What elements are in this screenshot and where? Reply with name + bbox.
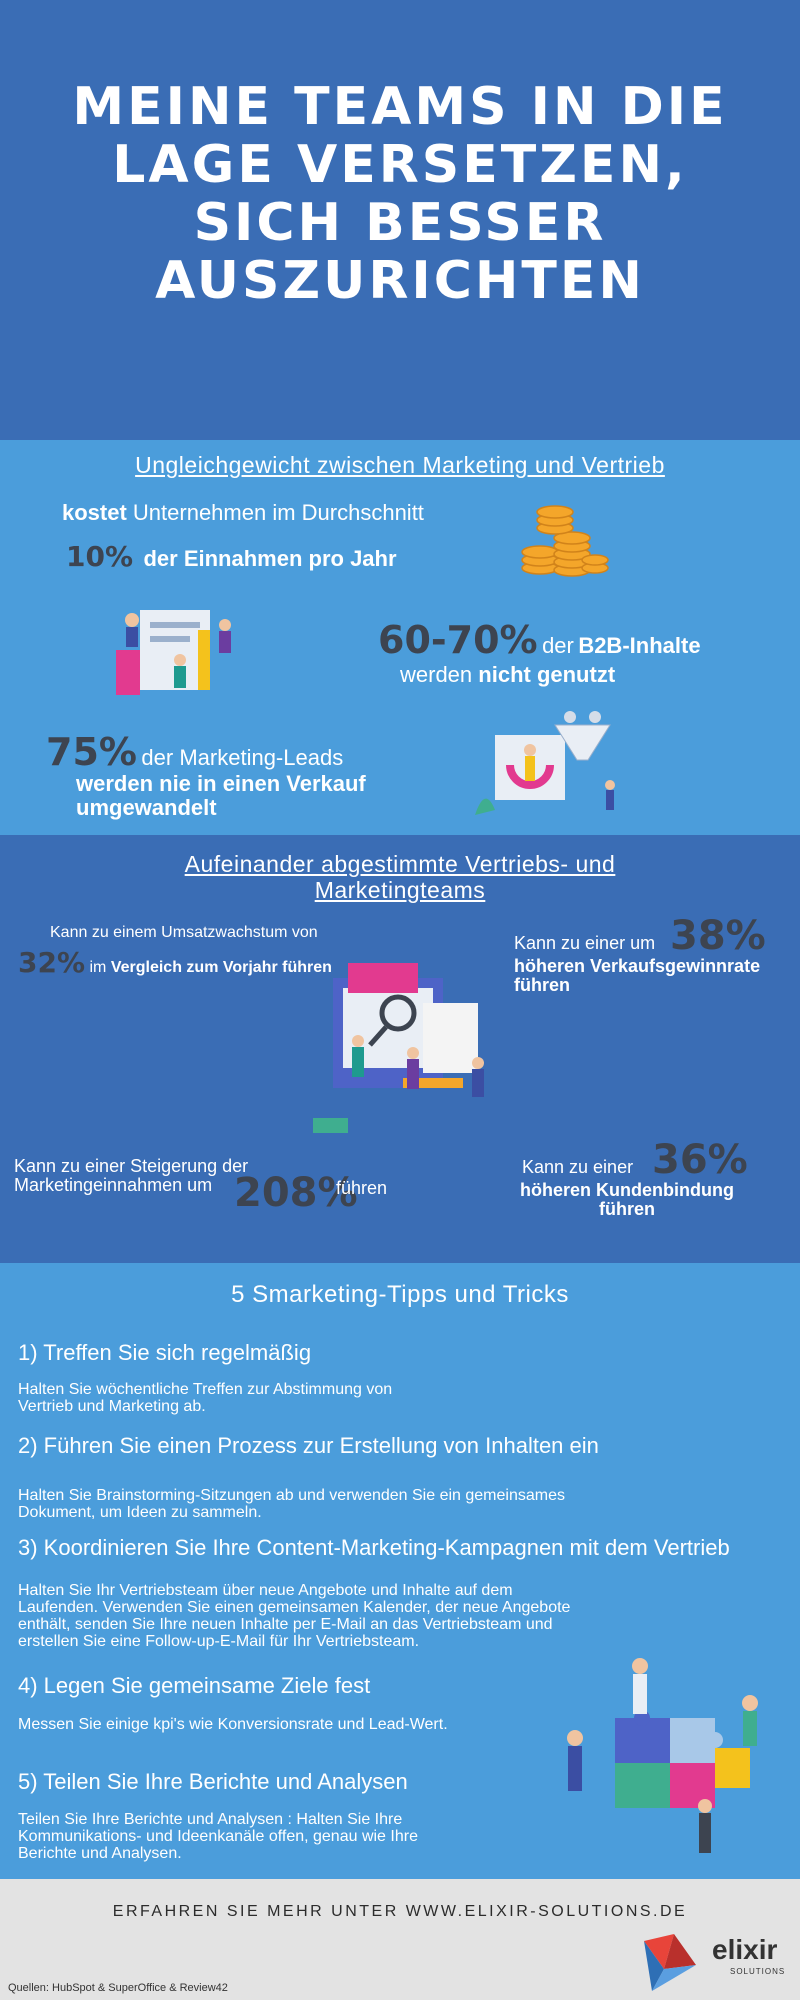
tip-text: Halten Sie wöchentliche Treffen zur Abst… bbox=[18, 1381, 393, 1415]
stat-winrate-line1: Kann zu einer um bbox=[514, 933, 656, 953]
funnel-magnet-illustration-icon bbox=[475, 711, 615, 815]
puzzle-team-illustration-icon bbox=[567, 1658, 758, 1853]
tip-text: Halten Sie Brainstorming-Sitzungen ab un… bbox=[18, 1487, 565, 1521]
section-title: Aufeinander abgestimmte Vertriebs- und M… bbox=[184, 851, 616, 903]
logo-name: elixir bbox=[712, 1934, 778, 1965]
imbalance-section: Ungleichgewicht zwischen Marketing und V… bbox=[0, 440, 800, 835]
aligned-teams-section: Aufeinander abgestimmte Vertriebs- und M… bbox=[0, 835, 800, 1263]
stat-retention-value: 36% bbox=[652, 1137, 748, 1183]
tip-heading: 5) Teilen Sie Ihre Berichte und Analysen bbox=[18, 1769, 408, 1794]
stat-growth-line2: 32% im Vergleich zum Vorjahr führen bbox=[18, 946, 332, 979]
tip-text: Messen Sie einige kpi's wie Konversionsr… bbox=[18, 1716, 448, 1733]
logo-subtitle: SOLUTIONS bbox=[730, 1967, 786, 1976]
coins-icon bbox=[521, 505, 609, 577]
tip-heading: 1) Treffen Sie sich regelmäßig bbox=[18, 1340, 312, 1365]
stat-b2b-line1: 60-70% der B2B-Inhalte bbox=[378, 618, 701, 662]
stat-cost-line1: kostet Unternehmen im Durchschnitt bbox=[62, 500, 424, 525]
page-title: MEINE TEAMS IN DIE LAGE VERSETZEN, SICH … bbox=[72, 77, 728, 311]
team-illustration-icon bbox=[116, 610, 231, 695]
footer: ERFAHREN SIE MEHR UNTER WWW.ELIXIR-SOLUT… bbox=[0, 1879, 800, 2000]
tip-heading: 2) Führen Sie einen Prozess zur Erstellu… bbox=[18, 1433, 599, 1458]
section-title: Ungleichgewicht zwischen Marketing und V… bbox=[135, 452, 665, 478]
stat-revenue-value: 208% bbox=[234, 1170, 358, 1216]
stat-winrate-value: 38% bbox=[670, 913, 766, 959]
website-link[interactable]: ERFAHREN SIE MEHR UNTER WWW.ELIXIR-SOLUT… bbox=[112, 1903, 688, 1920]
tip-text: Teilen Sie Ihre Berichte und Analysen : … bbox=[18, 1811, 418, 1862]
tip-heading: 4) Legen Sie gemeinsame Ziele fest bbox=[18, 1673, 371, 1698]
stat-b2b-line2: werden nicht genutzt bbox=[400, 662, 616, 687]
tip-text: Halten Sie Ihr Vertriebsteam über neue A… bbox=[18, 1582, 571, 1650]
elixir-logo-icon bbox=[644, 1934, 696, 1991]
tips-section: 5 Smarketing-Tipps und Tricks 1) Treffen… bbox=[0, 1263, 800, 1879]
hero-section: MEINE TEAMS IN DIE LAGE VERSETZEN, SICH … bbox=[0, 0, 800, 440]
tip-heading: 3) Koordinieren Sie Ihre Content-Marketi… bbox=[18, 1535, 730, 1560]
stat-revenue-line1: Kann zu einer Steigerung der Marketingei… bbox=[14, 1156, 249, 1195]
stat-cost-line2: 10% der Einnahmen pro Jahr bbox=[66, 540, 397, 573]
stat-leads-line2: werden nie in einen Verkauf umgewandelt bbox=[76, 771, 366, 820]
team-collaboration-illustration-icon bbox=[313, 963, 484, 1133]
stat-winrate-line2: höheren Verkaufsgewinnrate führen bbox=[514, 956, 761, 995]
stat-revenue-line2b: führen bbox=[336, 1178, 388, 1198]
sources: Quellen: HubSpot & SuperOffice & Review4… bbox=[8, 1982, 228, 1994]
stat-growth-line1: Kann zu einem Umsatzwachstum von bbox=[50, 924, 318, 941]
stat-retention-line1: Kann zu einer bbox=[522, 1157, 634, 1177]
stat-retention-line2: höheren Kundenbindung führen bbox=[520, 1180, 734, 1219]
stat-leads-line1: 75% der Marketing-Leads bbox=[46, 730, 344, 774]
section-title: 5 Smarketing-Tipps und Tricks bbox=[231, 1281, 569, 1308]
